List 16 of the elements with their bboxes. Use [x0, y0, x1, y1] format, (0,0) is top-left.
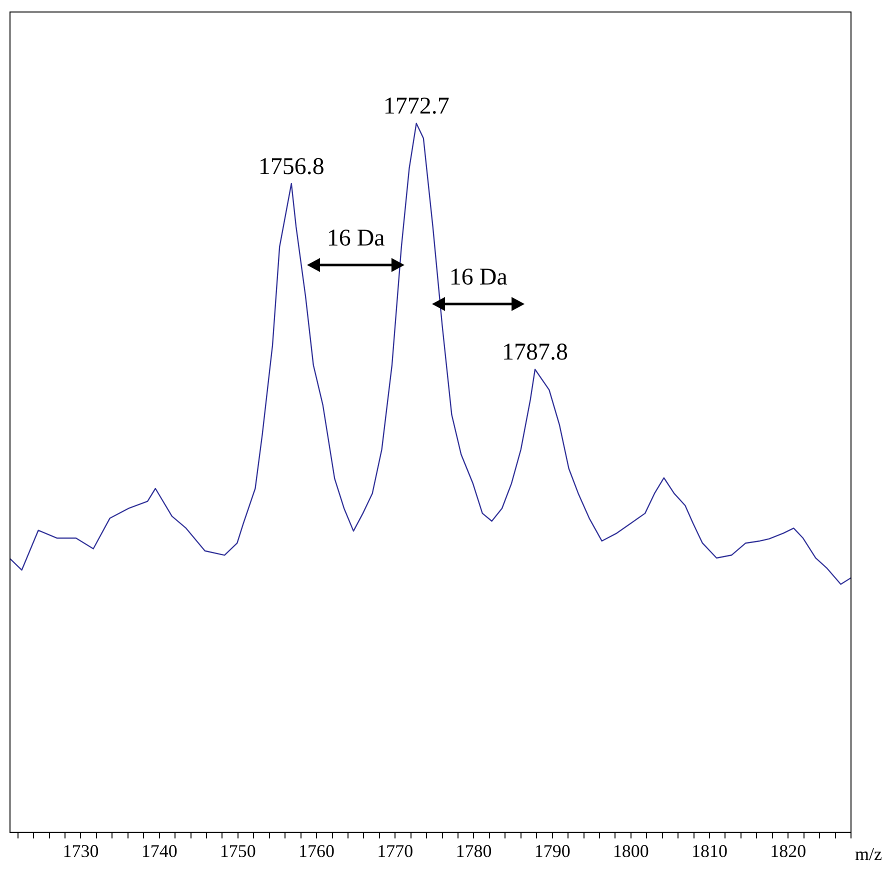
annotation: 1756.8	[258, 154, 324, 180]
annotation: 16 Da	[326, 225, 386, 252]
x-tick-label: 1760	[298, 840, 335, 861]
x-tick-label: 1810	[692, 840, 728, 861]
x-tick-label: 1770	[377, 840, 414, 861]
annotation: 1772.7	[383, 94, 450, 120]
x-tick-label: 1740	[141, 840, 178, 861]
annotation: 16 Da	[449, 264, 508, 290]
x-tick-label: 1790	[534, 840, 570, 861]
x-tick-label: 1800	[612, 840, 649, 861]
annotation: 1787.8	[502, 340, 568, 366]
x-tick-label: 1780	[456, 840, 492, 861]
x-tick-label: 1820	[770, 840, 806, 861]
x-tick-label: 1750	[220, 840, 256, 861]
x-axis-title: m/z	[855, 844, 882, 864]
x-tick-label: 1730	[62, 840, 99, 861]
